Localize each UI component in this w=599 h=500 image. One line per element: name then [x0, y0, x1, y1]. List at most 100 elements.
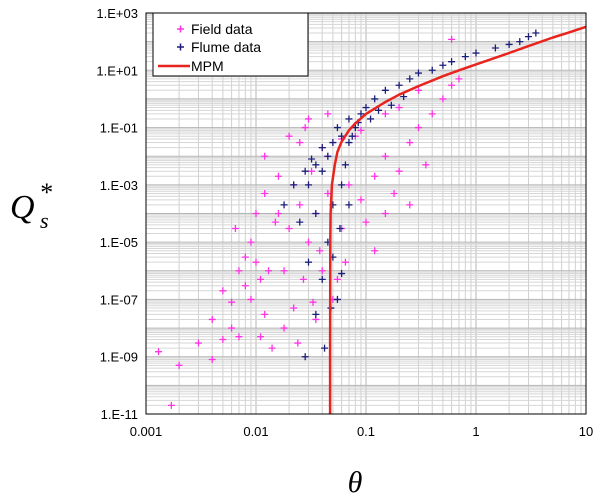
field-data-legend-label: Field data — [191, 21, 253, 37]
y-tick-label: 1.E-05 — [100, 235, 138, 250]
field-data-point — [155, 348, 163, 356]
flume-data-point — [312, 161, 320, 169]
flume-data-point — [345, 115, 353, 123]
field-data-point — [167, 401, 175, 409]
field-data-point — [261, 310, 269, 318]
flume-data-legend-label: Flume data — [191, 39, 261, 55]
flume-data-point — [333, 295, 341, 303]
field-data-point — [219, 335, 227, 343]
flume-data-point — [338, 270, 346, 278]
flume-data-point — [329, 139, 337, 147]
field-data-point — [318, 267, 326, 275]
flume-data-point — [333, 124, 341, 132]
flume-data-point — [280, 201, 288, 209]
flume-data-point — [395, 81, 403, 89]
flume-data-point — [491, 44, 499, 52]
field-data-point — [414, 86, 422, 94]
flume-data-point — [406, 75, 414, 83]
field-data-point — [304, 115, 312, 123]
y-tick-label: 1.E-11 — [101, 407, 138, 422]
field-data-point — [395, 167, 403, 175]
flume-data-point — [516, 38, 524, 46]
flume-data-point — [324, 152, 332, 160]
legend-item-field: Field data — [177, 21, 253, 37]
mpm-legend-label: MPM — [191, 58, 224, 74]
x-tick-label: 0.001 — [130, 424, 163, 439]
mpm-curve-series — [328, 25, 587, 414]
legend: Field data Flume data MPM — [152, 12, 309, 77]
y-axis-label-sub: s — [40, 208, 49, 233]
field-data-point — [414, 124, 422, 132]
field-data-point — [257, 275, 265, 283]
flume-data-point — [318, 275, 326, 283]
y-tick-label: 1.E-09 — [100, 350, 138, 365]
field-data-point — [324, 110, 332, 118]
flume-data-point — [472, 49, 480, 57]
flume-data-point — [304, 258, 312, 266]
field-data-point — [357, 126, 365, 134]
field-data-point — [228, 324, 236, 332]
field-data-point — [280, 267, 288, 275]
flume-data-point — [381, 86, 389, 94]
field-data-point — [422, 161, 430, 169]
x-tick-label: 0.01 — [243, 424, 268, 439]
flume-data-point — [461, 53, 469, 61]
field-data-point — [345, 181, 353, 189]
y-tick-label: 1.E+03 — [96, 6, 138, 21]
field-data-point — [316, 247, 324, 255]
legend-item-mpm: MPM — [158, 58, 224, 74]
flume-data-point — [321, 344, 329, 352]
field-data-point — [274, 210, 282, 217]
flume-data-point — [400, 93, 408, 101]
field-data-point — [455, 75, 463, 83]
x-tick-label: 10 — [579, 424, 593, 439]
flume-data-point — [414, 69, 422, 77]
field-data-point — [357, 196, 365, 204]
flume-data-point — [301, 167, 309, 175]
grid — [145, 13, 586, 415]
field-data-point — [308, 167, 316, 175]
field-data-point — [381, 210, 389, 217]
flume-data-point — [336, 224, 344, 232]
field-data-point — [395, 104, 403, 112]
flume-data-point — [318, 144, 326, 152]
field-data-series — [155, 35, 463, 409]
field-data-point — [247, 295, 255, 303]
field-data-point — [265, 267, 273, 275]
flume-data-series — [280, 29, 540, 361]
y-axis-label-sup: * — [39, 178, 52, 207]
field-data-point — [428, 110, 436, 118]
field-data-point — [194, 339, 202, 347]
field-data-point — [304, 238, 312, 246]
flume-data-point — [532, 29, 540, 37]
flume-data-point — [367, 115, 375, 123]
field-data-point — [235, 267, 243, 275]
field-data-point — [371, 172, 379, 180]
field-data-point — [252, 210, 260, 217]
x-tick-label: 1 — [472, 424, 479, 439]
flume-data-point — [341, 161, 349, 169]
field-data-point — [219, 287, 227, 295]
flume-data-point — [345, 139, 353, 147]
field-data-point — [241, 282, 249, 290]
field-data-point — [381, 110, 389, 118]
field-data-point — [448, 35, 456, 43]
field-data-point — [296, 201, 304, 209]
x-axis-label: θ — [348, 466, 363, 499]
y-axis-label: Q s * — [10, 178, 52, 233]
field-data-point — [285, 132, 293, 140]
flume-data-point — [348, 132, 356, 140]
flume-data-point — [308, 155, 316, 163]
tick-labels: 0.001 0.01 0.1 1 10 1.E-11 1.E-09 1.E-07 1.E-05 1… — [96, 6, 593, 439]
field-data-point — [333, 275, 341, 283]
flume-data-point — [362, 104, 370, 112]
flume-data-point — [505, 40, 513, 48]
flume-data-point — [312, 310, 320, 318]
field-data-point — [235, 333, 243, 341]
y-tick-label: 1.E+01 — [96, 63, 138, 78]
field-data-point — [324, 189, 332, 197]
field-data-point — [362, 218, 370, 226]
field-data-point — [257, 333, 265, 341]
flume-data-point — [338, 181, 346, 189]
